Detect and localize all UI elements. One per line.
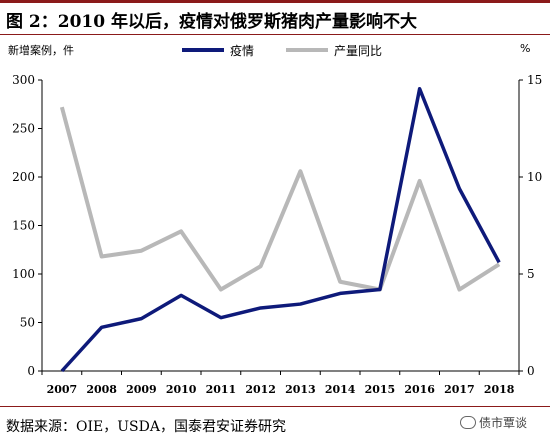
legend-label-production: 产量同比 [334, 44, 383, 58]
x-tick-label: 2007 [47, 383, 78, 396]
x-tick-label: 2016 [404, 383, 435, 396]
top-rule [0, 0, 550, 3]
x-tick-label: 2011 [206, 383, 237, 396]
watermark: 债市覃谈 [460, 414, 527, 431]
source-note: 数据来源：OIE，USDA，国泰君安证券研究 [6, 419, 286, 435]
chart-title: 图 2：2010 年以后，疫情对俄罗斯猪肉产量影响不大 [6, 12, 417, 32]
x-tick-label: 2013 [285, 383, 316, 396]
x-tick-label: 2014 [325, 383, 356, 396]
x-tick-label: 2017 [444, 383, 475, 396]
left-tick-label: 200 [12, 170, 35, 184]
wechat-bubble-icon [460, 416, 476, 429]
left-tick-label: 0 [27, 364, 35, 378]
series-line-production [59, 106, 501, 292]
watermark-text: 债市覃谈 [479, 416, 528, 430]
right-tick-label: 5 [527, 267, 535, 281]
legend-label-outbreak: 疫情 [230, 44, 255, 58]
legend-swatch-production [286, 48, 328, 52]
left-tick-label: 50 [20, 316, 35, 330]
left-tick-label: 300 [12, 73, 35, 87]
right-axis-unit: % [520, 42, 531, 55]
right-tick-label: 15 [527, 73, 542, 87]
legend-swatch-outbreak [182, 48, 224, 52]
left-tick-label: 150 [12, 219, 35, 233]
x-tick-label: 2012 [245, 383, 276, 396]
title-rule [0, 34, 550, 35]
right-tick-label: 0 [527, 364, 535, 378]
x-tick-label: 2010 [166, 383, 197, 396]
left-tick-label: 100 [12, 267, 35, 281]
x-tick-label: 2015 [365, 383, 396, 396]
left-tick-label: 250 [12, 122, 35, 136]
x-tick-label: 2018 [484, 383, 515, 396]
bottom-rule [0, 406, 550, 407]
right-tick-label: 10 [527, 170, 542, 184]
x-tick-label: 2008 [86, 383, 117, 396]
left-axis-unit: 新增案例，件 [8, 44, 74, 57]
x-tick-label: 2009 [126, 383, 157, 396]
series-line-outbreak [60, 86, 501, 373]
